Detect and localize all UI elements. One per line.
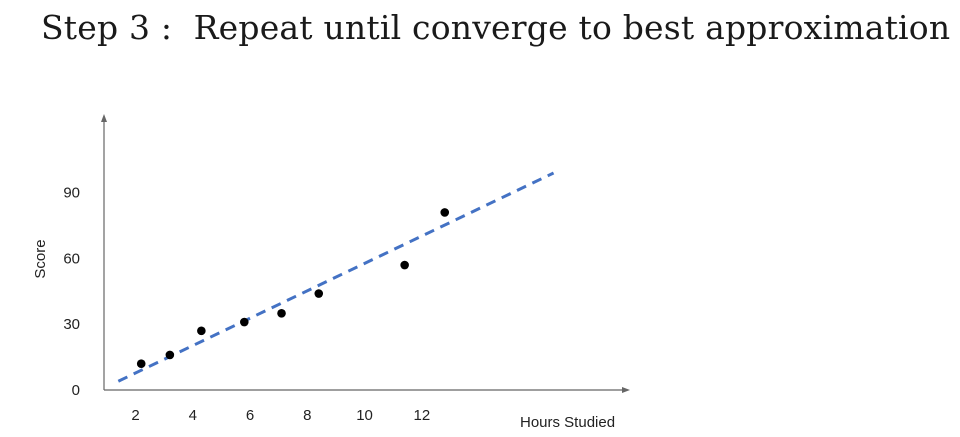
data-point <box>400 260 409 270</box>
x-axis-title: Hours Studied <box>520 414 615 431</box>
data-point <box>165 350 175 360</box>
tick-labels: 2 4 6 8 10 12 0 30 60 90 <box>63 185 430 424</box>
x-tick-label: 10 <box>356 407 373 424</box>
y-tick-label: 0 <box>72 382 80 399</box>
data-point <box>240 317 249 327</box>
y-tick-label: 60 <box>63 250 80 267</box>
data-point <box>440 208 450 217</box>
x-tick-label: 2 <box>131 407 139 424</box>
x-tick-label: 6 <box>246 407 254 424</box>
y-axis-title: Score <box>32 239 49 278</box>
y-tick-label: 30 <box>63 316 80 333</box>
data-point <box>277 308 286 318</box>
x-tick-label: 4 <box>189 407 197 424</box>
fit-line-group <box>117 171 555 383</box>
y-axis-arrow <box>101 114 107 122</box>
data-points <box>136 208 450 368</box>
x-axis-arrow <box>622 387 630 393</box>
data-point <box>314 289 324 298</box>
chart-axes <box>101 114 630 393</box>
data-point <box>136 359 146 368</box>
fit-line <box>117 171 555 383</box>
data-point <box>197 326 206 336</box>
x-tick-label: 12 <box>413 407 430 424</box>
y-tick-label: 90 <box>63 185 80 202</box>
slide-title: Step 3 : Repeat until converge to best a… <box>41 8 951 47</box>
x-tick-label: 8 <box>303 407 311 424</box>
